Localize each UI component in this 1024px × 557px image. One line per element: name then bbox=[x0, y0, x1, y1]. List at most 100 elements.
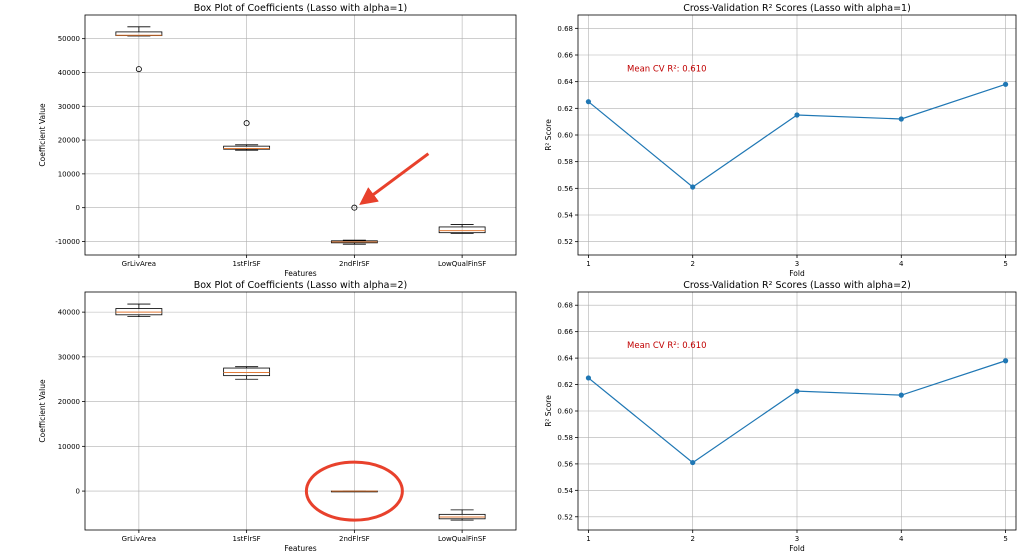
chart-panel-1: -10000 0 10000 20000 30000 40000 50000 GrLivAre… bbox=[38, 3, 517, 278]
y-axis-label: Coefficient Value bbox=[38, 103, 47, 167]
y-tick-label: 0.58 bbox=[557, 158, 573, 166]
y-tick-label: 0.64 bbox=[557, 78, 573, 86]
y-tick-label: 0.68 bbox=[557, 25, 573, 33]
cv-score-point bbox=[898, 116, 904, 122]
cv-score-point bbox=[794, 112, 800, 118]
x-tick-label: 5 bbox=[1003, 260, 1007, 268]
mean-cv-annotation: Mean CV R²: 0.610 bbox=[627, 64, 707, 74]
box-GrLivArea bbox=[115, 303, 163, 318]
x-tick-label: 2ndFlrSF bbox=[339, 535, 370, 543]
y-tick-label: 0.58 bbox=[557, 434, 573, 442]
outlier-point bbox=[135, 66, 142, 73]
y-axis-label: Coefficient Value bbox=[38, 379, 47, 443]
y-tick-label: 0.54 bbox=[557, 212, 573, 220]
chart-panel-2: 0.52 0.54 0.56 0.58 0.60 0.62 0.64 0.66 0.68 1 2 3 4… bbox=[544, 3, 1017, 278]
box-LowQualFinSF bbox=[438, 509, 486, 521]
y-tick-label: -10000 bbox=[55, 238, 80, 246]
y-tick-label: 10000 bbox=[58, 170, 80, 178]
y-tick-label: 0.62 bbox=[557, 105, 573, 113]
mean-cv-annotation: Mean CV R²: 0.610 bbox=[627, 341, 707, 351]
y-tick-label: 0 bbox=[76, 204, 80, 212]
chart-title: Box Plot of Coefficients (Lasso with alp… bbox=[194, 280, 407, 291]
y-tick-label: 10000 bbox=[58, 443, 80, 451]
box-LowQualFinSF bbox=[438, 224, 486, 234]
y-tick-label: 0 bbox=[76, 488, 80, 496]
box-GrLivArea bbox=[115, 26, 163, 73]
y-tick-label: 0.56 bbox=[557, 460, 573, 468]
y-tick-label: 20000 bbox=[58, 398, 80, 406]
x-tick-label: LowQualFinSF bbox=[438, 535, 486, 543]
x-tick-label: 1stFlrSF bbox=[233, 535, 261, 543]
cv-score-point bbox=[690, 184, 696, 190]
x-tick-label: 5 bbox=[1003, 535, 1007, 543]
y-tick-label: 0.52 bbox=[557, 513, 573, 521]
x-tick-label: 1 bbox=[586, 260, 590, 268]
grid-lines bbox=[578, 15, 1016, 255]
box-iqr bbox=[223, 367, 271, 377]
y-tick-label: 50000 bbox=[58, 35, 80, 43]
outlier-point bbox=[351, 204, 358, 211]
x-axis-label: Features bbox=[284, 269, 316, 278]
y-tick-label: 0.68 bbox=[557, 302, 573, 310]
x-axis-label: Fold bbox=[789, 269, 805, 278]
x-tick-label: GrLivArea bbox=[122, 260, 156, 268]
box-1stFlrSF bbox=[223, 366, 271, 380]
x-tick-label: 4 bbox=[899, 535, 904, 543]
cv-score-point bbox=[898, 392, 904, 398]
chart-panel-3: 0 10000 20000 30000 40000 GrLivArea 1stFlrSF 2n… bbox=[38, 280, 517, 553]
y-tick-label: 0.60 bbox=[557, 132, 573, 140]
chart-title: Cross-Validation R² Scores (Lasso with a… bbox=[683, 3, 911, 14]
grid-lines bbox=[85, 292, 516, 530]
x-tick-label: 1 bbox=[586, 535, 590, 543]
y-tick-label: 0.66 bbox=[557, 52, 573, 60]
box-iqr bbox=[223, 145, 271, 150]
y-tick-label: 30000 bbox=[58, 353, 80, 361]
x-tick-label: GrLivArea bbox=[122, 535, 156, 543]
y-tick-label: 20000 bbox=[58, 137, 80, 145]
grid-lines bbox=[85, 15, 516, 255]
box-2ndFlrSF bbox=[330, 204, 378, 245]
y-tick-label: 0.52 bbox=[557, 238, 573, 246]
outlier-point bbox=[243, 120, 250, 127]
cv-score-point bbox=[794, 388, 800, 394]
y-tick-label: 40000 bbox=[58, 309, 80, 317]
x-tick-label: 3 bbox=[795, 535, 799, 543]
x-tick-label: 2 bbox=[690, 535, 694, 543]
y-tick-label: 0.66 bbox=[557, 328, 573, 336]
y-tick-label: 0.64 bbox=[557, 355, 573, 363]
box-iqr bbox=[438, 226, 486, 234]
y-tick-label: 0.54 bbox=[557, 487, 573, 495]
red-circle bbox=[304, 460, 404, 522]
cv-score-point bbox=[690, 459, 696, 466]
box-1stFlrSF bbox=[223, 120, 271, 151]
plot-frame bbox=[84, 291, 517, 531]
y-tick-label: 40000 bbox=[58, 69, 80, 77]
y-tick-label: 0.60 bbox=[557, 408, 573, 416]
red-annotation-layer bbox=[304, 152, 430, 522]
grid-lines bbox=[578, 292, 1016, 530]
x-tick-label: 2ndFlrSF bbox=[339, 260, 370, 268]
y-axis-label: R² Score bbox=[544, 119, 553, 151]
chart-panel-4: 0.52 0.54 0.56 0.58 0.60 0.62 0.64 0.66 0.68 1 2 3 4… bbox=[544, 280, 1017, 553]
x-axis-label: Features bbox=[284, 544, 316, 553]
plot-frame bbox=[84, 14, 517, 256]
y-tick-label: 0.56 bbox=[557, 185, 573, 193]
box-2ndFlrSF bbox=[330, 490, 378, 493]
x-tick-label: 3 bbox=[795, 260, 799, 268]
y-axis-label: R² Score bbox=[544, 395, 553, 427]
x-tick-label: 2 bbox=[690, 260, 694, 268]
red-arrow bbox=[359, 152, 430, 206]
y-tick-label: 0.62 bbox=[557, 381, 573, 389]
x-axis-label: Fold bbox=[789, 544, 805, 553]
cv-score-point bbox=[585, 99, 592, 105]
cv-score-point bbox=[1002, 81, 1009, 87]
cv-score-point bbox=[1002, 358, 1009, 364]
y-tick-label: 30000 bbox=[58, 103, 80, 111]
cv-score-point bbox=[585, 375, 592, 381]
chart-title: Cross-Validation R² Scores (Lasso with a… bbox=[683, 280, 911, 291]
x-tick-label: LowQualFinSF bbox=[438, 260, 486, 268]
x-tick-label: 1stFlrSF bbox=[233, 260, 261, 268]
x-tick-label: 4 bbox=[899, 260, 904, 268]
chart-title: Box Plot of Coefficients (Lasso with alp… bbox=[194, 3, 407, 14]
